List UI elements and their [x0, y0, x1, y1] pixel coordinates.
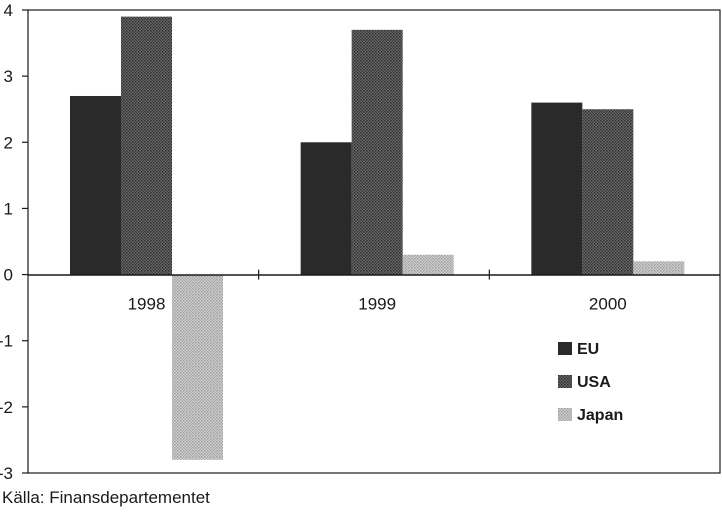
x-tick-label: 2000: [589, 295, 627, 314]
bar-usa-1998: [121, 16, 172, 275]
bar-eu-1998: [70, 95, 121, 275]
y-tick-label: 3: [4, 67, 13, 86]
x-tick-label: 1999: [358, 295, 396, 314]
y-tick-label: 4: [4, 1, 13, 20]
bar-japan-1999: [402, 254, 454, 275]
bars-layer: [70, 16, 685, 460]
source-note: Källa: Finansdepartementet: [2, 488, 210, 507]
x-axis: 1998 1999 2000: [128, 269, 627, 314]
bar-japan-2000: [633, 261, 685, 275]
y-tick-label: 2: [4, 133, 13, 152]
bar-eu-2000: [531, 102, 583, 275]
y-axis: 4 3 2 1 0 -1 -2 -3: [0, 1, 28, 483]
bar-eu-1999: [300, 142, 352, 275]
legend-label-usa: USA: [577, 374, 611, 391]
legend-label-eu: EU: [577, 341, 599, 358]
y-tick-label: -2: [0, 398, 13, 417]
y-tick-label: 0: [4, 266, 13, 285]
legend-label-japan: Japan: [577, 407, 623, 424]
y-tick-label: -3: [0, 464, 13, 483]
legend-swatch-japan: [558, 408, 572, 421]
plot-frame: [27, 9, 721, 474]
x-tick-label: 1998: [128, 295, 166, 314]
legend-swatch-eu: [558, 342, 572, 355]
legend-swatch-usa: [558, 375, 572, 388]
bar-usa-1999: [351, 29, 403, 275]
bar-japan-1998: [172, 274, 223, 460]
y-tick-label: 1: [4, 199, 13, 218]
legend: EU USA Japan: [558, 341, 623, 424]
y-tick-label: -1: [0, 332, 13, 351]
bar-usa-2000: [582, 109, 634, 275]
